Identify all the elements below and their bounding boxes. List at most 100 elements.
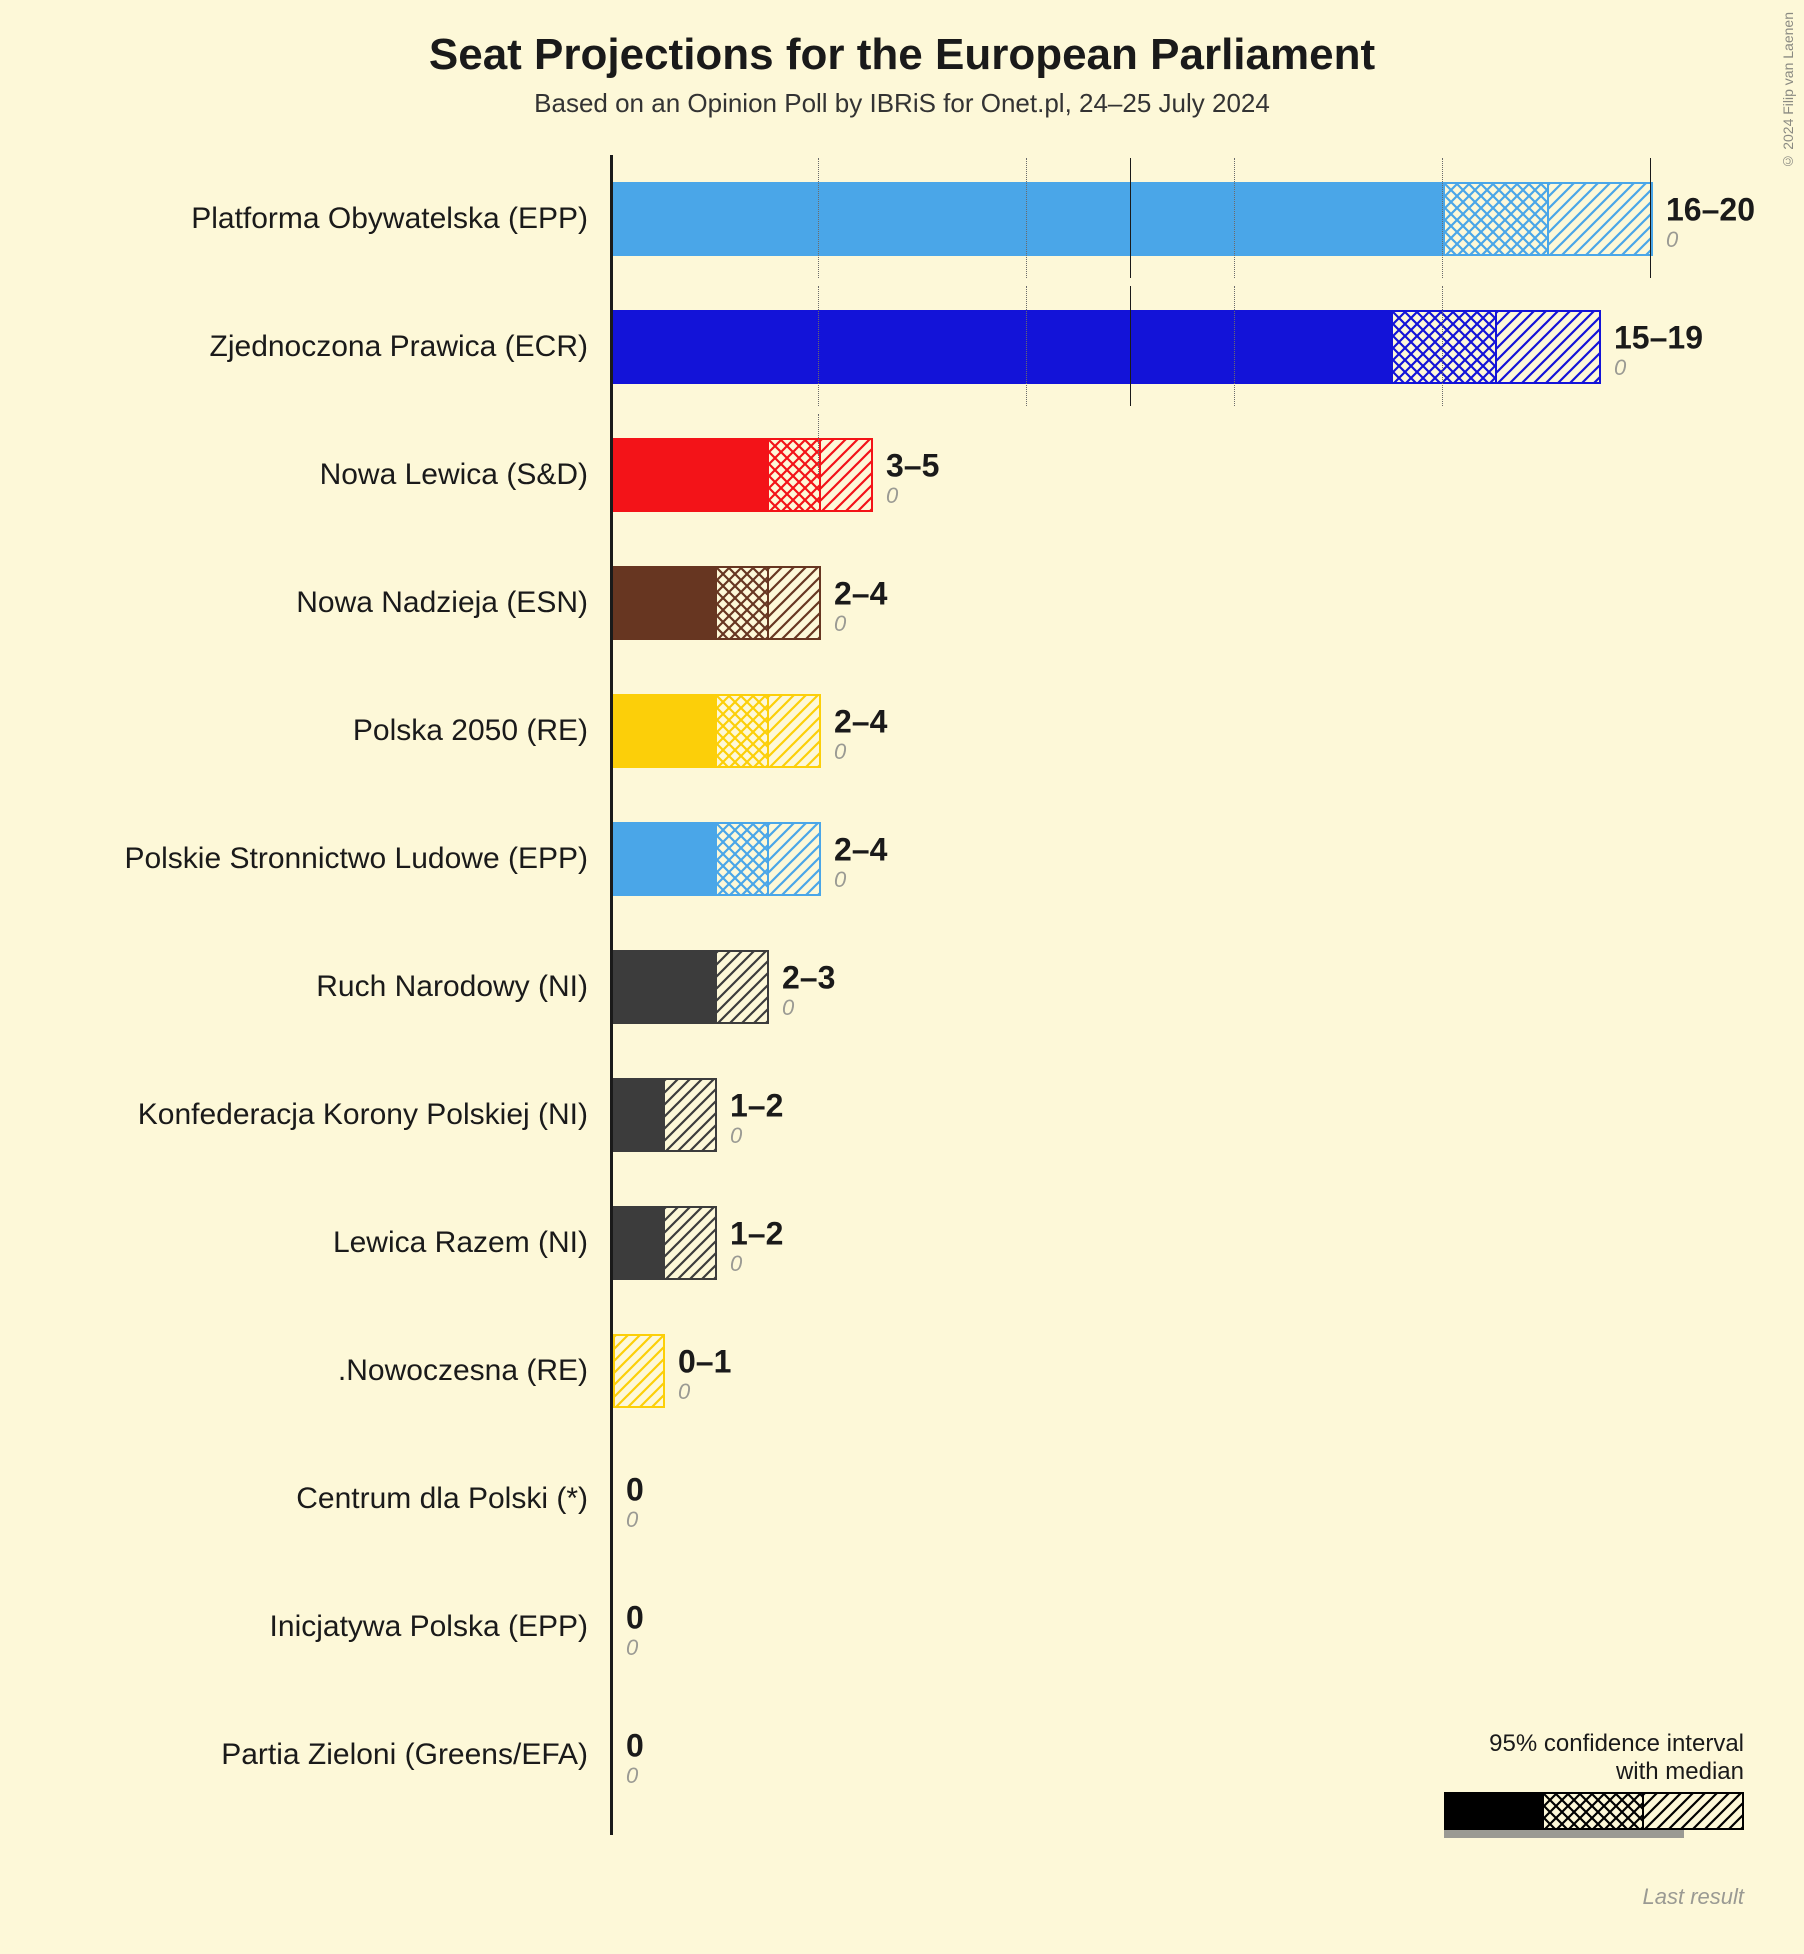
party-row: Zjednoczona Prawica (ECR)15–190 xyxy=(610,283,1650,411)
range-label: 2–4 xyxy=(834,576,887,613)
bar-crosshatch xyxy=(717,822,769,896)
bar-solid xyxy=(613,182,1445,256)
last-result-label: 0 xyxy=(626,1763,638,1789)
bar-solid xyxy=(613,822,717,896)
party-label: .Nowoczesna (RE) xyxy=(338,1354,588,1388)
party-label: Nowa Lewica (S&D) xyxy=(320,458,588,492)
party-row: Polska 2050 (RE)2–40 xyxy=(610,667,1650,795)
grid-line xyxy=(1442,286,1443,406)
party-row: Nowa Lewica (S&D)3–50 xyxy=(610,411,1650,539)
bar-diagonal xyxy=(665,1206,717,1280)
legend: 95% confidence interval with median Last… xyxy=(1444,1730,1744,1864)
bar-crosshatch xyxy=(1393,310,1497,384)
legend-seg-diag xyxy=(1644,1792,1744,1830)
party-row: Nowa Nadzieja (ESN)2–40 xyxy=(610,539,1650,667)
bar-diagonal xyxy=(613,1334,665,1408)
bar-diagonal xyxy=(717,950,769,1024)
bar-solid xyxy=(613,1078,665,1152)
bar-diagonal xyxy=(769,694,821,768)
grid-line xyxy=(1026,286,1027,406)
bar-solid xyxy=(613,1206,665,1280)
party-label: Konfederacja Korony Polskiej (NI) xyxy=(138,1098,588,1132)
party-row: Platforma Obywatelska (EPP)16–200 xyxy=(610,155,1650,283)
range-label: 1–2 xyxy=(730,1088,783,1125)
grid-line xyxy=(1234,158,1235,278)
bar-diagonal xyxy=(1497,310,1601,384)
range-label: 15–19 xyxy=(1614,320,1703,357)
last-result-label: 0 xyxy=(678,1379,690,1405)
range-label: 2–4 xyxy=(834,704,887,741)
legend-last-result: Last result xyxy=(1444,1884,1744,1910)
last-result-label: 0 xyxy=(886,483,898,509)
range-label: 16–20 xyxy=(1666,192,1755,229)
party-label: Polska 2050 (RE) xyxy=(353,714,588,748)
range-label: 0 xyxy=(626,1728,644,1765)
party-row: Inicjatywa Polska (EPP)00 xyxy=(610,1563,1650,1691)
grid-line xyxy=(818,158,819,278)
last-result-label: 0 xyxy=(782,995,794,1021)
grid-line xyxy=(1442,158,1443,278)
legend-seg-solid xyxy=(1444,1792,1544,1830)
party-row: Polskie Stronnictwo Ludowe (EPP)2–40 xyxy=(610,795,1650,923)
bar-crosshatch xyxy=(769,438,821,512)
last-result-label: 0 xyxy=(626,1507,638,1533)
last-result-label: 0 xyxy=(1614,355,1626,381)
range-label: 0 xyxy=(626,1472,644,1509)
bar-crosshatch xyxy=(717,566,769,640)
grid-line-major xyxy=(1130,286,1131,406)
bar-crosshatch xyxy=(717,694,769,768)
range-label: 0 xyxy=(626,1600,644,1637)
party-label: Centrum dla Polski (*) xyxy=(296,1482,588,1516)
plot-area: Platforma Obywatelska (EPP)16–200Zjednoc… xyxy=(610,155,1650,1835)
last-result-label: 0 xyxy=(730,1251,742,1277)
bar-diagonal xyxy=(769,822,821,896)
party-label: Zjednoczona Prawica (ECR) xyxy=(210,330,588,364)
bar-solid xyxy=(613,310,1393,384)
party-label: Inicjatywa Polska (EPP) xyxy=(270,1610,588,1644)
bar-solid xyxy=(613,566,717,640)
range-label: 2–4 xyxy=(834,832,887,869)
bar-diagonal xyxy=(769,566,821,640)
party-row: Konfederacja Korony Polskiej (NI)1–20 xyxy=(610,1051,1650,1179)
grid-line xyxy=(1026,158,1027,278)
bar-solid xyxy=(613,438,769,512)
grid-line xyxy=(1234,286,1235,406)
legend-last-bar xyxy=(1444,1830,1684,1838)
grid-line xyxy=(818,286,819,406)
bar-solid xyxy=(613,694,717,768)
range-label: 3–5 xyxy=(886,448,939,485)
last-result-label: 0 xyxy=(834,867,846,893)
grid-line xyxy=(818,414,819,474)
legend-seg-cross xyxy=(1544,1792,1644,1830)
party-label: Nowa Nadzieja (ESN) xyxy=(296,586,588,620)
party-label: Polskie Stronnictwo Ludowe (EPP) xyxy=(124,842,588,876)
bar-solid xyxy=(613,950,717,1024)
legend-text-1: 95% confidence interval xyxy=(1444,1730,1744,1758)
bar-diagonal xyxy=(1549,182,1653,256)
legend-bars xyxy=(1444,1792,1744,1838)
last-result-label: 0 xyxy=(1666,227,1678,253)
chart-container: Seat Projections for the European Parlia… xyxy=(0,0,1804,1954)
grid-line-major xyxy=(1650,158,1651,278)
bar-diagonal xyxy=(821,438,873,512)
party-label: Ruch Narodowy (NI) xyxy=(316,970,588,1004)
last-result-label: 0 xyxy=(626,1635,638,1661)
chart-subtitle: Based on an Opinion Poll by IBRiS for On… xyxy=(0,88,1804,119)
party-label: Lewica Razem (NI) xyxy=(333,1226,588,1260)
party-row: Lewica Razem (NI)1–20 xyxy=(610,1179,1650,1307)
last-result-label: 0 xyxy=(834,611,846,637)
party-label: Partia Zieloni (Greens/EFA) xyxy=(221,1738,588,1772)
range-label: 2–3 xyxy=(782,960,835,997)
last-result-label: 0 xyxy=(834,739,846,765)
legend-text-2: with median xyxy=(1444,1758,1744,1786)
copyright: © 2024 Filip van Laenen xyxy=(1780,12,1796,170)
grid-line-major xyxy=(1130,158,1131,278)
party-row: Ruch Narodowy (NI)2–30 xyxy=(610,923,1650,1051)
chart-title: Seat Projections for the European Parlia… xyxy=(0,30,1804,88)
party-row: Centrum dla Polski (*)00 xyxy=(610,1435,1650,1563)
bar-crosshatch xyxy=(1445,182,1549,256)
range-label: 0–1 xyxy=(678,1344,731,1381)
bar-diagonal xyxy=(665,1078,717,1152)
party-label: Platforma Obywatelska (EPP) xyxy=(191,202,588,236)
party-row: .Nowoczesna (RE)0–10 xyxy=(610,1307,1650,1435)
